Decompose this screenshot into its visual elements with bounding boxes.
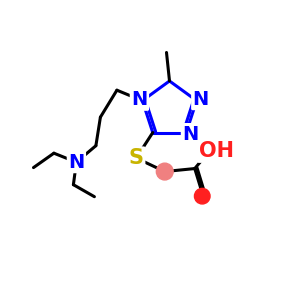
- Text: N: N: [131, 90, 148, 109]
- Text: N: N: [182, 124, 199, 144]
- Circle shape: [194, 188, 210, 204]
- Text: S: S: [129, 148, 144, 168]
- Text: N: N: [68, 153, 85, 172]
- Text: OH: OH: [199, 141, 234, 161]
- Text: N: N: [193, 90, 209, 109]
- Circle shape: [156, 163, 173, 180]
